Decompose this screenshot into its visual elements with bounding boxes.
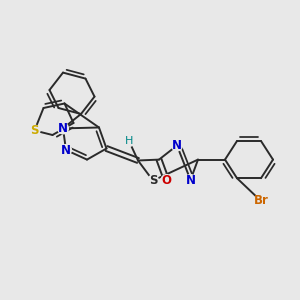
Text: H: H	[125, 136, 133, 146]
Text: O: O	[161, 173, 172, 187]
Text: S: S	[149, 174, 157, 187]
Circle shape	[161, 175, 172, 185]
Circle shape	[254, 194, 268, 208]
Text: S: S	[30, 124, 39, 137]
Circle shape	[61, 145, 71, 155]
Text: N: N	[58, 122, 68, 135]
Circle shape	[58, 123, 68, 134]
Circle shape	[172, 140, 182, 151]
Circle shape	[148, 175, 158, 186]
Text: N: N	[61, 143, 71, 157]
Circle shape	[29, 125, 40, 136]
Text: N: N	[172, 139, 182, 152]
Text: N: N	[185, 173, 196, 187]
Text: Br: Br	[254, 194, 268, 208]
Circle shape	[124, 136, 134, 146]
Circle shape	[185, 175, 196, 185]
